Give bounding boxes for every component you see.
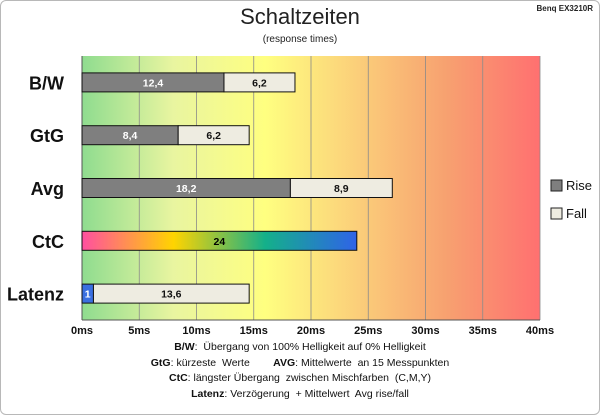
data-label-rise: 24 <box>214 236 226 248</box>
footnote-key: B/W <box>174 341 195 353</box>
category-label: GtG <box>30 126 64 146</box>
bar-rise <box>81 230 358 251</box>
category-label: Avg <box>31 179 64 199</box>
response-time-chart: 0ms 5ms 10ms 15ms 20ms 25ms 30ms 35ms 40ms B/W 12,… <box>7 56 592 337</box>
footnote-ctc: CtC: längster Übergang zwischen Mischfar… <box>0 371 600 387</box>
footnote-text: Verzögerung + Mittelwert Avg rise/fall <box>230 387 409 400</box>
footnote-text: Übergang von 100% Helligkeit auf 0% Hell… <box>203 341 426 353</box>
legend-swatch <box>550 207 563 220</box>
chart-subtitle: (response times) <box>262 34 338 45</box>
x-tick-label: 25ms <box>354 325 382 337</box>
footnote-sep: : <box>295 356 301 369</box>
bar-fall <box>289 178 393 198</box>
footnote-key: Latenz <box>191 387 225 400</box>
bar-fall <box>92 283 250 304</box>
footnote-text: kürzeste Werte <box>176 356 250 369</box>
footnote-key: CtC <box>168 372 188 384</box>
footnote-key: AVG <box>273 356 296 369</box>
legend-label: Rise <box>566 178 592 193</box>
legend-swatch <box>550 179 563 192</box>
data-label-rise: 12,4 <box>143 77 164 89</box>
data-label-fall: 6,2 <box>252 77 267 89</box>
legend-label: Fall <box>566 206 587 221</box>
data-label-rise: 18,2 <box>176 183 197 195</box>
x-tick-label: 20ms <box>297 325 325 337</box>
footnote-sep: : <box>170 356 177 369</box>
footnote-text: Mittelwerte an 15 Messpunkten <box>300 356 450 369</box>
footnotes: B/W: Übergang von 100% Helligkeit auf 0%… <box>0 340 600 402</box>
footnote-key: GtG <box>150 356 171 369</box>
x-tick-label: 0ms <box>71 325 93 337</box>
x-tick-label: 10ms <box>182 325 210 337</box>
footnote-latenz: Latenz: Verzögerung + Mittelwert Avg ris… <box>0 387 600 403</box>
footnote-bw: B/W: Übergang von 100% Helligkeit auf 0%… <box>0 340 600 356</box>
chart-title: Schaltzeiten <box>240 4 360 29</box>
data-label-rise: 1 <box>85 289 91 301</box>
x-tick-label: 15ms <box>240 325 268 337</box>
x-tick-label: 35ms <box>469 325 497 337</box>
footnote-gtg-avg: GtG: kürzeste Werte AVG: Mittelwerte an … <box>0 356 600 372</box>
data-label-fall: 13,6 <box>161 289 182 301</box>
x-tick-label: 40ms <box>526 325 554 337</box>
data-label-rise: 8,4 <box>123 130 138 142</box>
category-label: Latenz <box>7 285 64 305</box>
bar-fall <box>177 125 250 146</box>
footnote-sep: : <box>187 372 194 384</box>
category-label: B/W <box>29 73 64 93</box>
monitor-label: Benq EX3210R <box>536 4 593 13</box>
data-label-fall: 6,2 <box>206 130 221 142</box>
footnote-sep: : <box>224 387 231 400</box>
footnote-text: längster Übergang zwischen Mischfarben (… <box>193 372 432 384</box>
x-tick-label: 5ms <box>128 325 150 337</box>
bar-fall <box>223 72 296 93</box>
footnote-sep: : <box>194 341 204 353</box>
x-tick-label: 30ms <box>411 325 439 337</box>
category-label: CtC <box>32 232 64 252</box>
data-label-fall: 8,9 <box>334 183 349 195</box>
